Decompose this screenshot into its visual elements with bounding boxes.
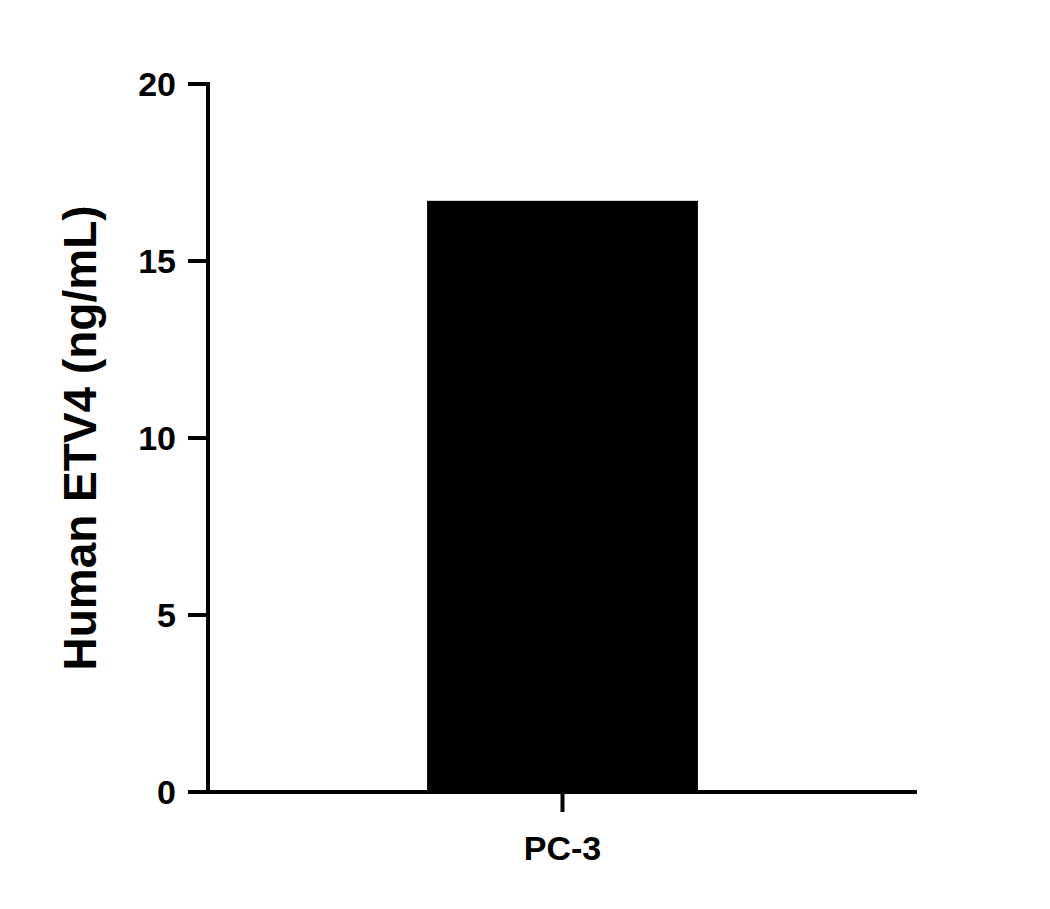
y-tick — [188, 436, 208, 440]
y-tick-label: 0 — [157, 773, 176, 811]
y-tick — [188, 259, 208, 263]
y-tick-label: 5 — [157, 596, 176, 634]
y-tick — [188, 82, 208, 86]
y-tick-label: 20 — [138, 65, 176, 103]
chart: PC-3 0 5 10 15 20 Human ETV4 (ng/mL) — [0, 0, 1050, 909]
y-tick-label: 15 — [138, 242, 176, 280]
bars — [427, 201, 698, 792]
x-axis — [206, 790, 917, 794]
y-tick — [188, 790, 208, 794]
y-axis-label: Human ETV4 (ng/mL) — [54, 205, 106, 670]
x-tick-label: PC-3 — [524, 829, 601, 867]
y-tick-label: 10 — [138, 419, 176, 457]
x-tick — [561, 792, 565, 812]
bar — [427, 201, 698, 792]
y-tick — [188, 613, 208, 617]
